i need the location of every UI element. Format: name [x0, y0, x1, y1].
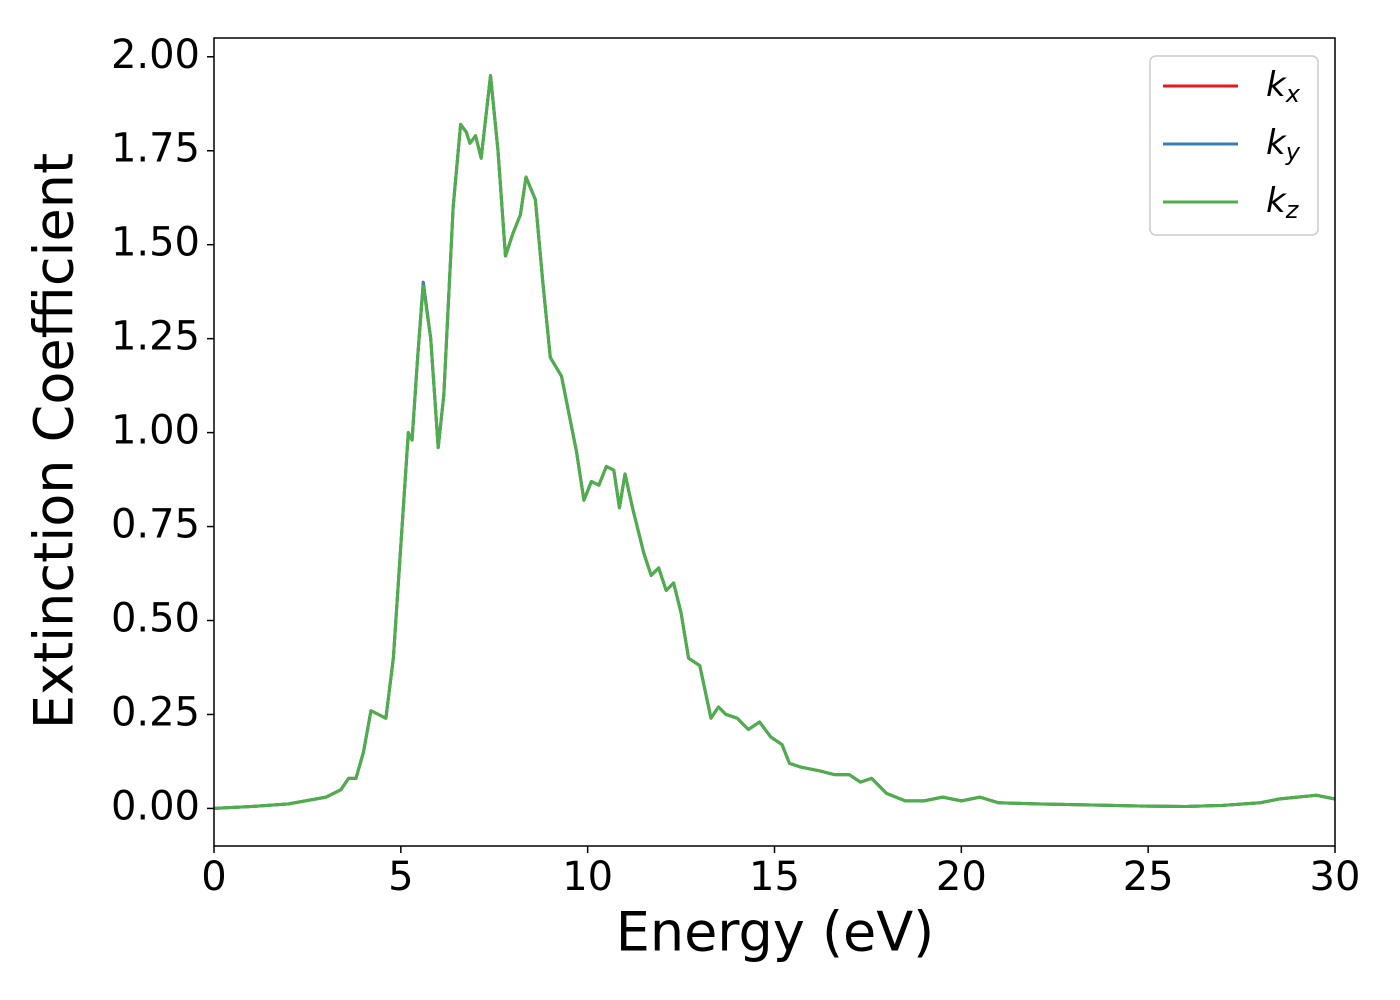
- y-tick-label: 1.50: [111, 220, 200, 266]
- legend-label: kz: [1266, 181, 1300, 225]
- x-tick-label: 30: [1310, 854, 1361, 900]
- plot-frame: [213, 37, 1336, 847]
- x-tick-label: 15: [749, 854, 800, 900]
- y-tick-label: 0.25: [111, 689, 200, 735]
- y-tick-label: 1.75: [111, 126, 200, 172]
- x-tick-label: 5: [388, 854, 413, 900]
- x-axis-label: Energy (eV): [616, 901, 935, 964]
- legend-label: kx: [1266, 65, 1301, 109]
- y-tick-label: 2.00: [111, 32, 200, 78]
- y-tick-label: 0.75: [111, 502, 200, 548]
- x-tick-label: 25: [1123, 854, 1174, 900]
- y-tick-label: 1.25: [111, 314, 200, 360]
- data-line: [213, 74, 1336, 810]
- y-axis-label: Extinction Coefficient: [23, 153, 86, 729]
- y-tick-label: 0.00: [111, 783, 200, 829]
- legend-label: ky: [1266, 123, 1301, 167]
- x-tick-label: 20: [936, 854, 987, 900]
- y-tick-label: 0.50: [111, 596, 200, 642]
- x-tick-label: 0: [201, 854, 226, 900]
- y-tick-label: 1.00: [111, 408, 200, 454]
- x-tick-label: 10: [562, 854, 613, 900]
- legend: kx ky kz: [1149, 55, 1319, 236]
